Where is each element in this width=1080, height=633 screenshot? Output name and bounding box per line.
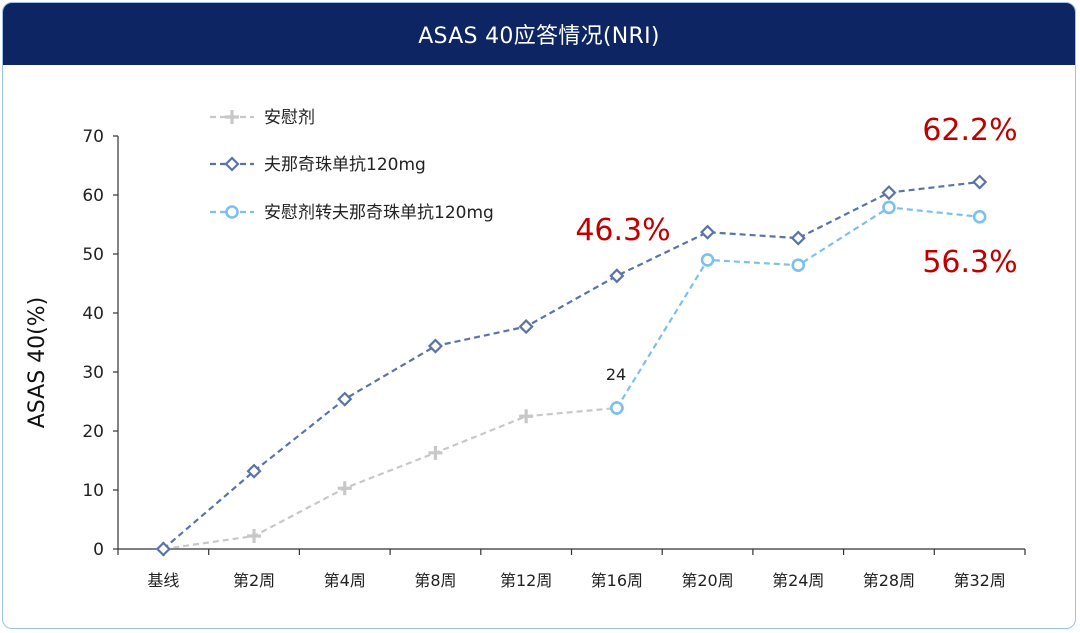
series-1 (155, 174, 988, 557)
data-point (790, 230, 806, 246)
data-point (518, 319, 534, 335)
data-point (700, 253, 715, 267)
annotations: 24 46.3% 62.2% 56.3% (575, 113, 1017, 384)
axes: 0 10 20 30 40 50 60 70 基线 第2周 第4周 第8周 第12周 第16周 第20周 第2… (25, 127, 1026, 590)
legend-label: 安慰剂 (264, 108, 315, 128)
data-point (791, 258, 806, 273)
y-tick-label: 0 (93, 540, 104, 560)
data-point (155, 541, 171, 557)
x-tick-label: 第32周 (953, 571, 1005, 590)
x-tick-label: 第20周 (681, 571, 733, 590)
data-point (972, 174, 988, 190)
x-tick-label: 第12周 (500, 571, 552, 590)
y-tick-label: 70 (82, 127, 104, 147)
series-line (163, 406, 618, 551)
data-point (337, 481, 352, 496)
data-point (882, 200, 896, 215)
y-tick-label: 40 (82, 304, 104, 324)
annotation-62-2: 62.2% (922, 113, 1017, 148)
data-point (972, 210, 987, 224)
data-point (428, 445, 443, 460)
y-tick-label: 20 (82, 422, 104, 442)
x-tick-label: 第8周 (414, 571, 456, 590)
annotation-46-3: 46.3% (575, 213, 670, 248)
legend-label: 夫那奇珠单抗120mg (264, 155, 426, 175)
annotation-24: 24 (606, 365, 626, 384)
x-tick-label: 第4周 (324, 571, 366, 590)
data-point (427, 338, 444, 354)
legend-item: 夫那奇珠单抗120mg (210, 155, 426, 175)
y-tick-label: 30 (82, 363, 104, 383)
legend-item: 安慰剂转夫那奇珠单抗120mg (210, 203, 494, 223)
x-tick-label: 第28周 (863, 571, 915, 590)
data-point (225, 110, 239, 124)
legend-item: 安慰剂 (210, 108, 315, 128)
x-tick-label: 第24周 (772, 571, 824, 590)
data-point (519, 409, 534, 424)
legend-label: 安慰剂转夫那奇珠单抗120mg (264, 203, 494, 223)
series-2 (610, 200, 987, 415)
data-point (246, 463, 262, 479)
series-line (162, 180, 980, 550)
data-point (224, 156, 240, 172)
x-tick-label: 第16周 (591, 571, 643, 590)
annotation-56-3: 56.3% (922, 245, 1017, 280)
x-tick-label: 第2周 (233, 571, 275, 590)
data-point (610, 401, 624, 415)
y-tick-label: 50 (82, 245, 104, 265)
x-tick-label: 基线 (147, 571, 179, 590)
data-point (881, 185, 897, 201)
data-point (337, 391, 353, 407)
data-point (609, 268, 625, 284)
data-point (247, 529, 262, 544)
data-point (699, 224, 716, 240)
series-layer (155, 174, 988, 557)
y-tick-label: 60 (82, 186, 104, 206)
chart-title: ASAS 40应答情况(NRI) (3, 3, 1075, 65)
series-0 (156, 400, 624, 556)
data-point (225, 205, 239, 219)
y-axis-label: ASAS 40(%) (25, 297, 50, 429)
y-tick-label: 10 (82, 481, 104, 501)
